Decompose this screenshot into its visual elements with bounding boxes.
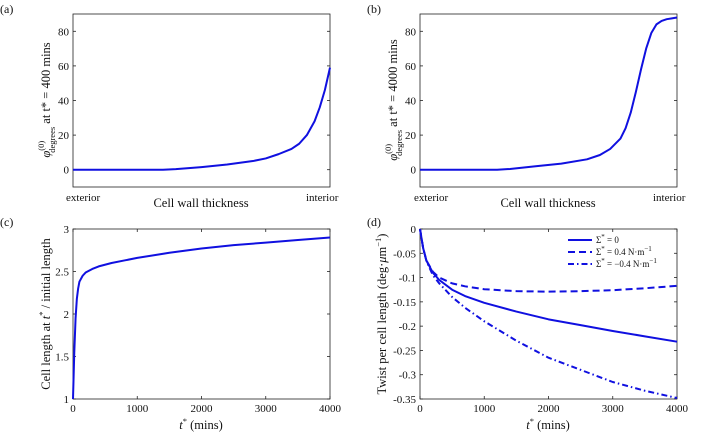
panel-a-y-tick-label: 80 bbox=[58, 26, 70, 38]
panel-a-y-tick-label: 0 bbox=[64, 165, 70, 177]
panel-a-y-tick-label: 20 bbox=[58, 130, 70, 142]
panel-d-y-tick-label: -0.3 bbox=[399, 370, 417, 382]
panel-c-x-tick-label: 0 bbox=[70, 403, 76, 415]
panel-d-y-tick-label: -0.05 bbox=[393, 248, 416, 260]
panel-d-x-axis-label: t* (mins) bbox=[526, 416, 570, 432]
panel-a-y-tick-label: 40 bbox=[58, 96, 70, 108]
panel-c-label: (c) bbox=[0, 215, 13, 229]
panel-a-series-phi bbox=[73, 67, 331, 171]
panel-d-y-tick-label: -0.35 bbox=[393, 394, 416, 406]
panel-b-x-axis-label: Cell wall thickness bbox=[500, 196, 595, 210]
panel-c-y-tick-label: 1.5 bbox=[55, 352, 69, 364]
panel-d-series-sigma-pos bbox=[419, 228, 678, 293]
panel-a-label: (a) bbox=[0, 2, 13, 16]
panel-c-y-tick-label: 2 bbox=[64, 309, 70, 321]
panel-b-y-tick-label: 0 bbox=[411, 165, 417, 177]
panel-c-x-tick-label: 3000 bbox=[255, 403, 278, 415]
panel-d-ticks: 0-0.05-0.1-0.15-0.2-0.25-0.3-0.350 1000 20… bbox=[393, 224, 688, 415]
panel-c-axes-box bbox=[72, 228, 331, 400]
panel-a-x-tick-exterior: exterior bbox=[66, 192, 101, 204]
panel-d-x-tick-label: 2000 bbox=[538, 403, 561, 415]
panel-c-x-tick-label: 1000 bbox=[126, 403, 149, 415]
panel-d-series-sigma-0 bbox=[419, 228, 678, 343]
panel-a-y-ticks: 0 20 40 60 80 bbox=[58, 26, 330, 177]
panel-d-legend: Σ* = 0 Σ* = 0.4 N·m−1 Σ* = −0.4 N·m−1 bbox=[568, 233, 657, 269]
panel-b: (b) 0 20 40 60 80 exterior interior Cell wal… bbox=[367, 2, 686, 210]
panel-c-y-tick-label: 1 bbox=[64, 394, 70, 406]
panel-c: (c) 1 1.5 2 2.5 3 0 1000 2000 3000 4000 t* (mins)… bbox=[0, 215, 342, 432]
panel-a-axes-box bbox=[72, 13, 331, 188]
panel-d-y-tick-label: -0.2 bbox=[399, 321, 416, 333]
legend-label-sigma-0: Σ* = 0 bbox=[596, 233, 619, 245]
panel-b-x-tick-interior: interior bbox=[653, 192, 686, 204]
panel-d-y-tick-label: -0.25 bbox=[393, 345, 416, 357]
panel-b-y-axis-label: φ(0)degrees at t* = 4000 mins bbox=[383, 39, 404, 161]
panel-d-y-tick-label: -0.1 bbox=[399, 273, 416, 285]
panel-b-label: (b) bbox=[367, 2, 381, 16]
panel-a-x-axis-label: Cell wall thickness bbox=[153, 196, 248, 210]
panel-b-y-ticks: 0 20 40 60 80 bbox=[405, 26, 677, 177]
panel-b-x-tick-exterior: exterior bbox=[414, 192, 449, 204]
panel-b-axes-box bbox=[419, 13, 678, 188]
panel-c-y-tick-label: 2.5 bbox=[55, 267, 69, 279]
panel-c-y-tick-label: 3 bbox=[64, 224, 70, 236]
panel-d-y-axis-label: Twist per cell length (deg·μm−1) bbox=[373, 234, 389, 395]
panel-d-y-tick-label: 0 bbox=[411, 224, 417, 236]
panel-d-x-tick-label: 4000 bbox=[666, 403, 689, 415]
panel-c-x-tick-label: 4000 bbox=[319, 403, 342, 415]
panel-a: (a) 0 20 40 60 80 exterior interior Cell wal… bbox=[0, 2, 339, 210]
panel-c-x-axis-label: t* (mins) bbox=[179, 416, 223, 432]
panel-d: (d) 0-0.05-0.1-0.15-0.2-0.25-0.3-0.350 10… bbox=[367, 215, 689, 432]
panel-d-y-tick-label: -0.15 bbox=[393, 297, 416, 309]
panel-d-x-tick-label: 3000 bbox=[602, 403, 625, 415]
panel-c-ticks: 1 1.5 2 2.5 3 0 1000 2000 3000 4000 bbox=[55, 224, 341, 415]
panel-b-y-tick-label: 40 bbox=[405, 96, 417, 108]
panel-d-x-tick-label: 0 bbox=[417, 403, 423, 415]
panel-a-x-tick-interior: interior bbox=[306, 192, 339, 204]
panel-a-y-tick-label: 60 bbox=[58, 61, 70, 73]
legend-label-sigma-neg: Σ* = −0.4 N·m−1 bbox=[596, 257, 657, 269]
panel-b-y-tick-label: 20 bbox=[405, 130, 417, 142]
panel-b-y-tick-label: 80 bbox=[405, 26, 417, 38]
panel-b-series-phi bbox=[420, 16, 678, 171]
panel-c-x-tick-label: 2000 bbox=[191, 403, 214, 415]
panel-d-x-tick-label: 1000 bbox=[473, 403, 496, 415]
panel-a-y-axis-label: φ(0)degrees at t* = 400 mins bbox=[36, 42, 57, 157]
panel-c-series-length bbox=[72, 236, 331, 400]
panel-b-y-tick-label: 60 bbox=[405, 61, 417, 73]
panel-c-y-axis-label: Cell length at t* / initial length bbox=[37, 238, 53, 390]
panel-d-label: (d) bbox=[367, 215, 381, 229]
legend-label-sigma-pos: Σ* = 0.4 N·m−1 bbox=[596, 245, 652, 257]
